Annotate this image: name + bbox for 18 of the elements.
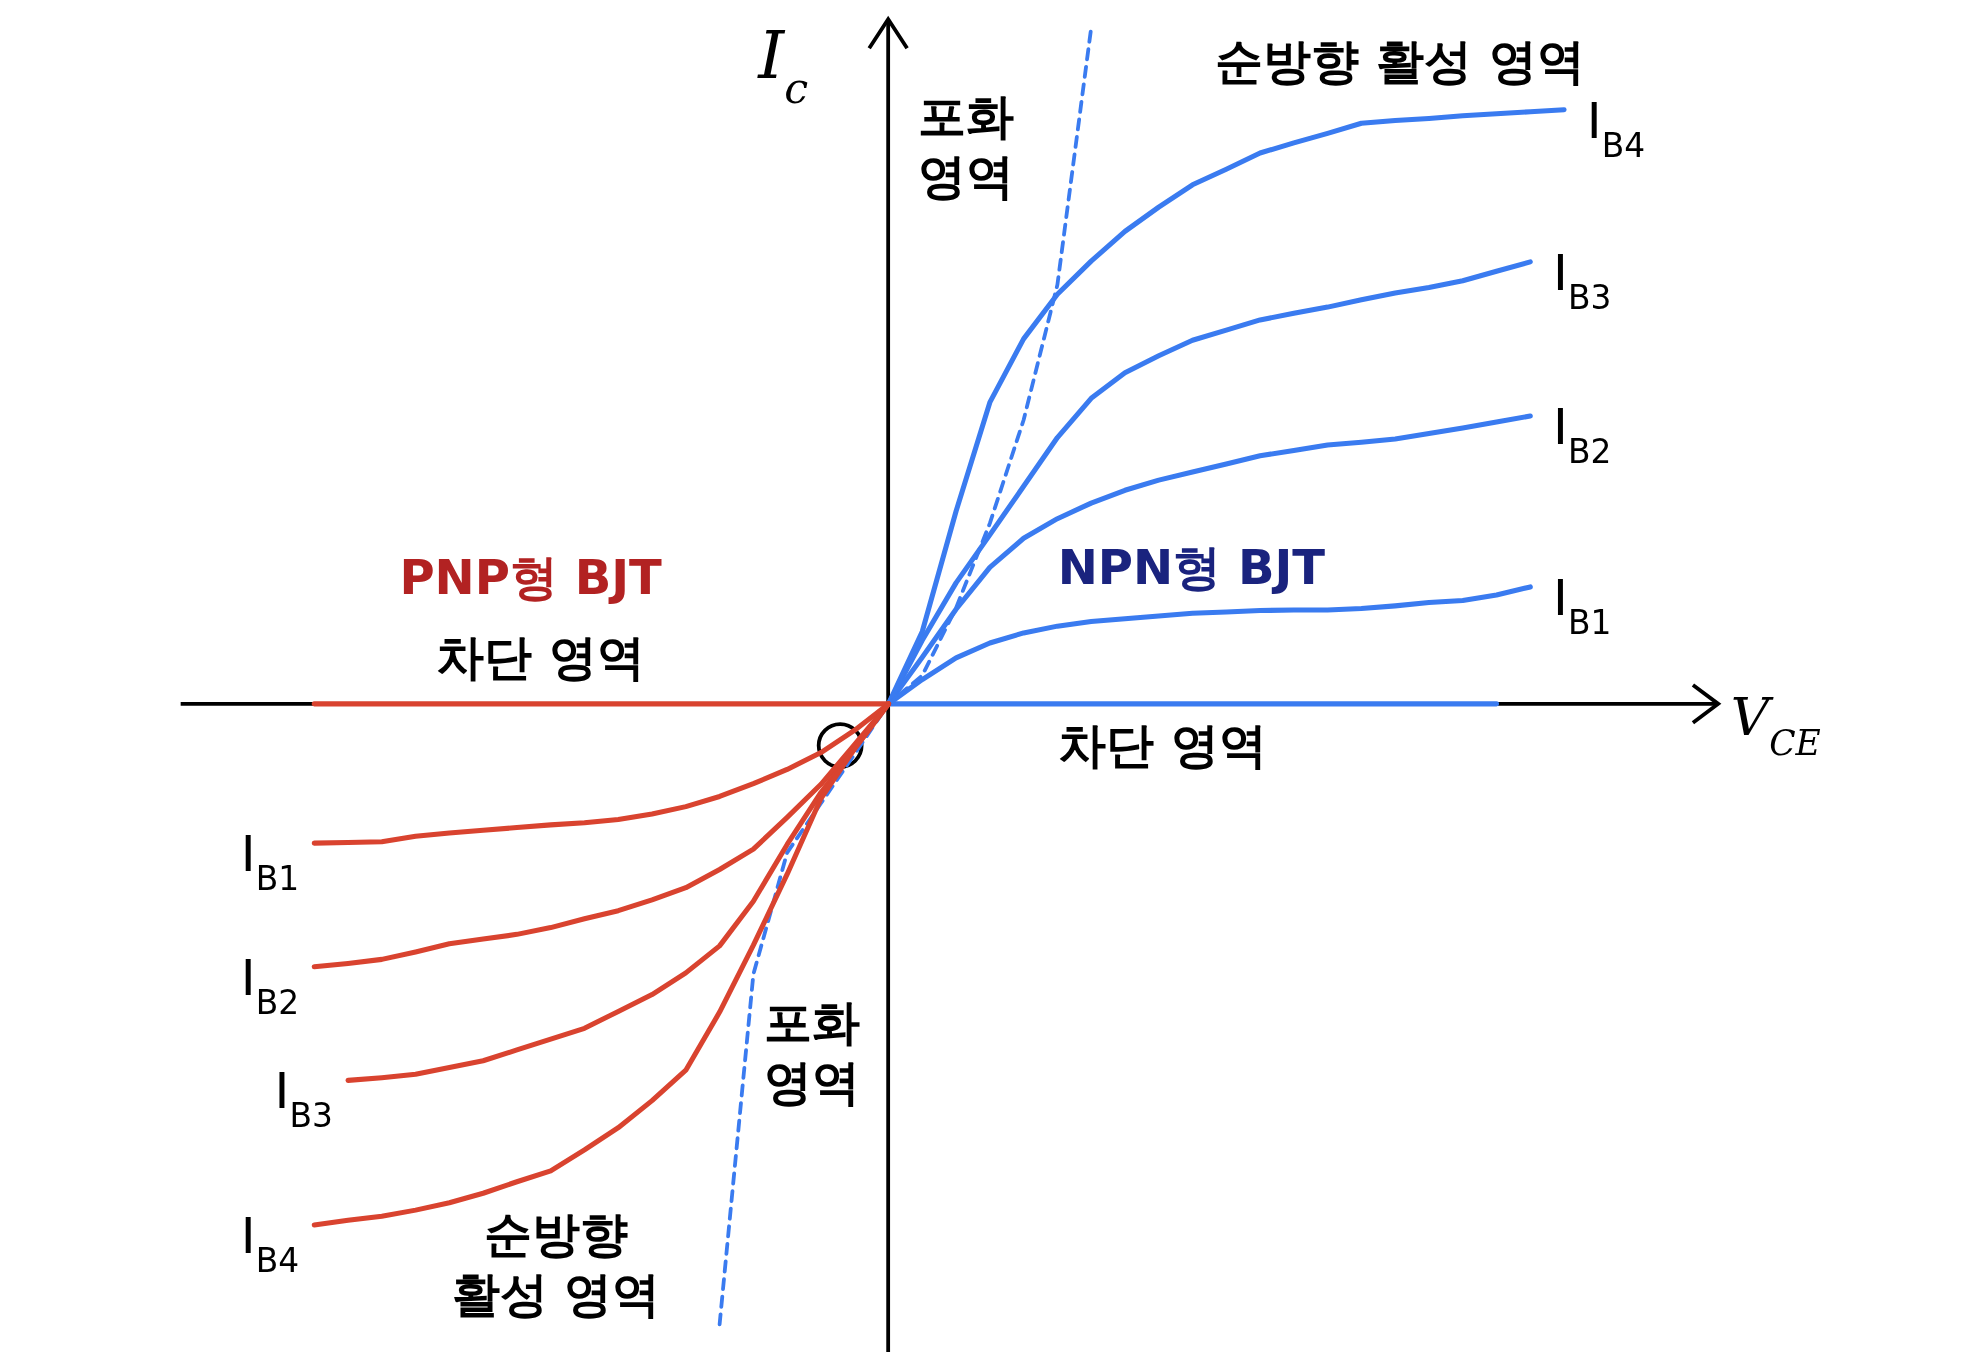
annotation: 차단 영역 (1057, 716, 1267, 773)
annotation: 포화 영역 (918, 87, 1015, 204)
series-label: I$_{B3}$ (1553, 242, 1612, 317)
series-label: I$_{B2}$ (240, 947, 300, 1022)
series-label: I$_{B1}$ (240, 823, 300, 898)
series-label: I$_{B1}$ (1553, 567, 1612, 642)
annotation: PNP형 BJT (399, 548, 663, 605)
annotation: 포화 영역 (764, 993, 861, 1110)
annotation: 순방향 활성 영역 (451, 1205, 661, 1322)
series-label: I$_{B4}$ (240, 1205, 300, 1280)
y-axis-title: I$_{c}$ (757, 17, 809, 114)
series-label: I$_{B2}$ (1553, 396, 1612, 471)
annotation: 차단 영역 (436, 628, 646, 685)
annotation: NPN형 BJT (1057, 538, 1326, 595)
series-label: I$_{B3}$ (274, 1061, 333, 1136)
x-axis-title: V$_{CE}$ (1730, 686, 1821, 764)
annotation: 순방향 활성 영역 (1215, 33, 1585, 90)
series-label: I$_{B4}$ (1586, 90, 1646, 165)
